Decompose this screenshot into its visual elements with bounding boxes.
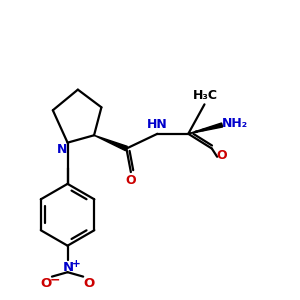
Text: HN: HN <box>146 118 167 131</box>
Text: O: O <box>216 148 226 161</box>
Text: −: − <box>50 274 60 286</box>
Text: O: O <box>83 277 94 290</box>
Text: N: N <box>57 142 68 156</box>
Text: H₃C: H₃C <box>193 89 217 102</box>
Text: NH₂: NH₂ <box>222 117 248 130</box>
Polygon shape <box>188 123 223 134</box>
Text: +: + <box>72 259 81 269</box>
Text: N: N <box>63 261 74 274</box>
Polygon shape <box>94 135 127 151</box>
Text: O: O <box>125 174 136 187</box>
Text: O: O <box>41 277 52 290</box>
